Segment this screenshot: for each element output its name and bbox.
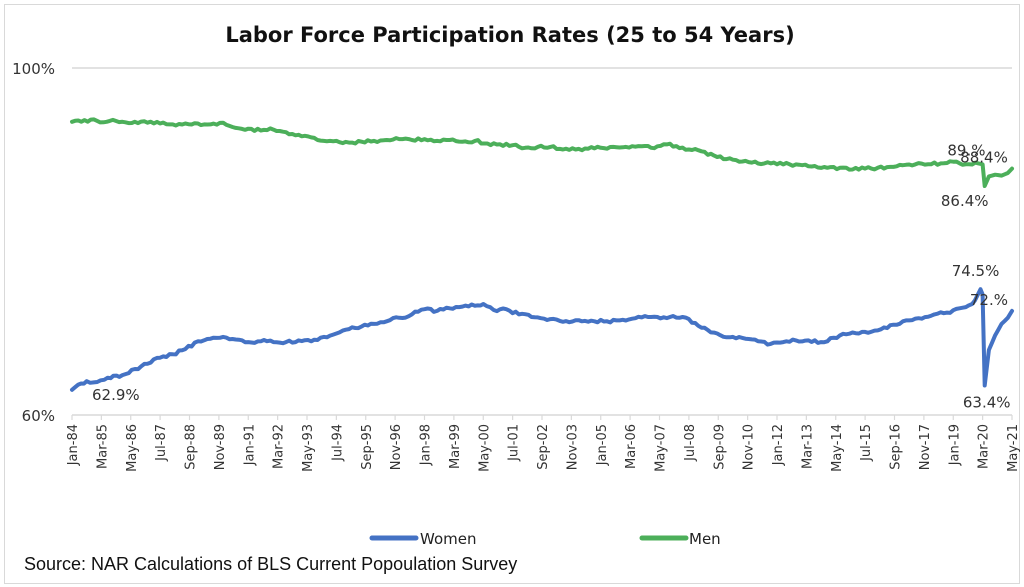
data-label-men: 88.4% <box>960 149 1008 167</box>
data-label-women: 72.% <box>970 291 1008 309</box>
x-tick-label: May-21 <box>1006 424 1021 472</box>
x-axis: Jan-84 Mar-85 May-86 Jul-87 Sep-88 Nov-89 Jan-… <box>66 415 1021 472</box>
y-tick-label: 60% <box>22 407 55 425</box>
x-tick-label: Mar-99 <box>448 424 463 469</box>
data-label-men: 86.4% <box>941 192 989 210</box>
x-tick-label: Jul-15 <box>859 424 874 462</box>
x-tick-label: May-86 <box>125 424 140 472</box>
x-tick-label: Nov-89 <box>213 424 228 470</box>
chart-frame <box>4 4 1020 584</box>
x-tick-label: Nov-10 <box>742 424 757 470</box>
x-tick-label: Nov-17 <box>918 424 933 470</box>
x-tick-label: Jan-84 <box>66 424 81 466</box>
source-note: Source: NAR Calculations of BLS Current … <box>24 554 517 574</box>
x-tick-label: May-00 <box>477 424 492 472</box>
x-tick-label: Jul-08 <box>683 424 698 462</box>
data-label-women: 62.9% <box>92 386 140 404</box>
x-tick-label: Jan-98 <box>419 424 434 466</box>
x-tick-label: Sep-16 <box>889 424 904 470</box>
x-tick-label: Sep-09 <box>712 424 727 470</box>
x-tick-label: May-93 <box>301 424 316 472</box>
x-tick-label: Nov-03 <box>565 424 580 470</box>
series-layer <box>70 117 1014 392</box>
x-tick-label: May-14 <box>830 424 845 472</box>
x-tick-label: Mar-06 <box>624 424 639 469</box>
x-tick-label: Jul-94 <box>330 424 345 462</box>
series-line-men <box>70 117 1014 188</box>
x-tick-label: Mar-85 <box>95 424 110 469</box>
data-label-men: 89.% <box>947 141 985 159</box>
x-tick-label: Jan-05 <box>595 424 610 466</box>
data-labels: 62.9% 74.5% 63.4% 72.% 89.%88.4% 86.4% <box>92 141 1011 411</box>
legend-women-label: Women <box>420 530 476 548</box>
x-tick-label: Jul-01 <box>507 424 522 462</box>
x-tick-label: Jan-91 <box>242 424 257 466</box>
data-label-women: 63.4% <box>963 394 1011 412</box>
x-tick-label: Jan-12 <box>771 424 786 466</box>
legend-men-label: Men <box>689 530 721 548</box>
x-tick-label: Mar-20 <box>977 424 992 469</box>
data-label-women: 74.5% <box>952 262 1000 280</box>
x-tick-label: Sep-88 <box>184 424 199 470</box>
y-axis: 100% 60% <box>12 60 55 425</box>
x-tick-label: Jul-87 <box>154 424 169 462</box>
chart-title: Labor Force Participation Rates (25 to 5… <box>225 23 794 47</box>
legend: Women Men <box>369 530 721 548</box>
y-tick-label: 100% <box>12 60 55 78</box>
x-tick-label: May-07 <box>654 424 669 472</box>
x-tick-label: Sep-02 <box>536 424 551 470</box>
x-tick-label: Mar-92 <box>272 424 287 469</box>
x-tick-label: Nov-96 <box>389 424 404 470</box>
x-tick-label: Jan-19 <box>947 424 962 466</box>
x-tick-label: Mar-13 <box>800 424 815 469</box>
x-tick-label: Sep-95 <box>360 424 375 470</box>
series-line-women <box>70 287 1014 392</box>
